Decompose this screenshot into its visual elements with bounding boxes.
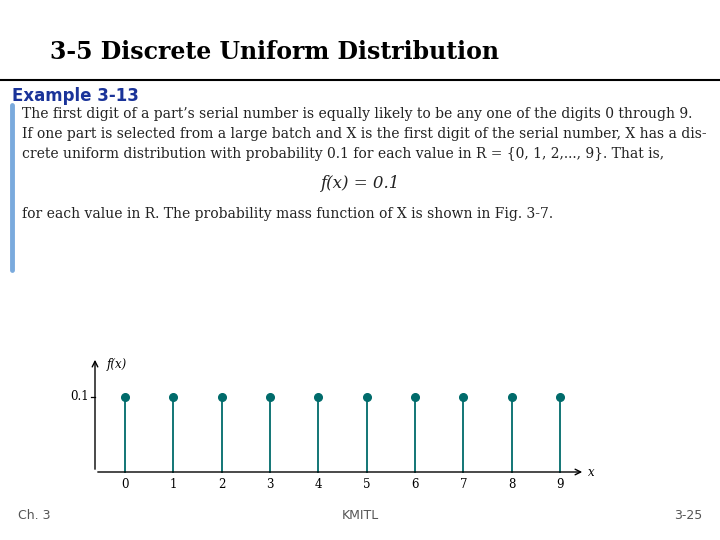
Text: If one part is selected from a large batch and X is the first digit of the seria: If one part is selected from a large bat… (22, 127, 706, 141)
Text: 8: 8 (508, 478, 516, 491)
Text: 4: 4 (315, 478, 322, 491)
Text: 6: 6 (411, 478, 419, 491)
Text: 7: 7 (459, 478, 467, 491)
Text: crete uniform distribution with probability 0.1 for each value in R = {0, 1, 2,.: crete uniform distribution with probabil… (22, 147, 664, 161)
Text: 3-5 Discrete Uniform Distribution: 3-5 Discrete Uniform Distribution (50, 40, 499, 64)
Text: 0.1: 0.1 (71, 390, 89, 403)
Text: for each value in R. The probability mass function of X is shown in Fig. 3-7.: for each value in R. The probability mas… (22, 207, 553, 221)
Text: x: x (588, 465, 595, 478)
Text: 9: 9 (557, 478, 564, 491)
Text: 2: 2 (218, 478, 225, 491)
Text: f(x) = 0.1: f(x) = 0.1 (320, 175, 400, 192)
Text: 3-25: 3-25 (674, 509, 702, 522)
Text: 3: 3 (266, 478, 274, 491)
Text: f(x): f(x) (107, 358, 127, 371)
Text: 5: 5 (363, 478, 370, 491)
Text: The first digit of a part’s serial number is equally likely to be any one of the: The first digit of a part’s serial numbe… (22, 107, 693, 121)
Text: 0: 0 (121, 478, 129, 491)
Text: KMITL: KMITL (341, 509, 379, 522)
Text: 1: 1 (170, 478, 177, 491)
Text: Ch. 3: Ch. 3 (18, 509, 50, 522)
Text: Example 3-13: Example 3-13 (12, 87, 139, 105)
